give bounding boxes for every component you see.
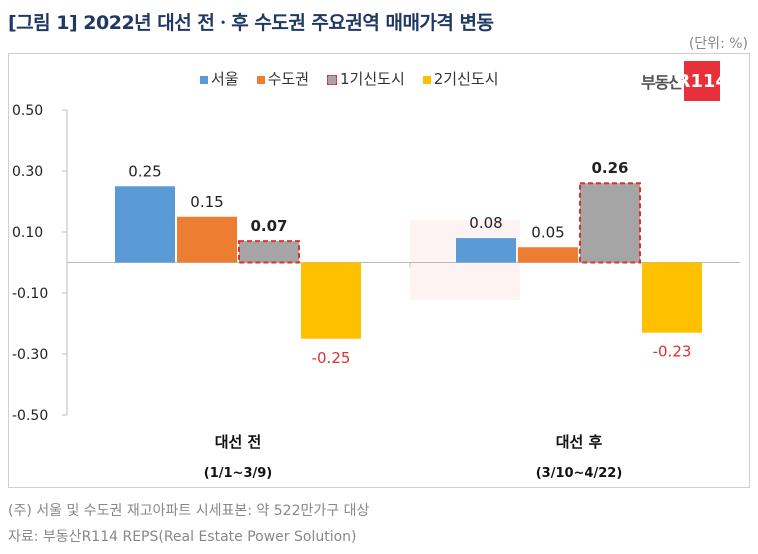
logo: 부동산 R114	[641, 61, 728, 101]
bar-1기신도시	[579, 182, 641, 264]
data-label: 0.15	[190, 193, 223, 211]
y-tick-label: -0.50	[12, 408, 48, 424]
legend-swatch	[327, 74, 338, 85]
bar-수도권	[518, 247, 578, 263]
bar-수도권	[177, 216, 237, 263]
footnote: (주) 서울 및 수도권 재고아파트 시세표본: 약 522만가구 대상	[8, 503, 370, 519]
bar-서울	[456, 238, 516, 263]
y-tick-label: 0.30	[12, 164, 43, 180]
legend-label: 서울	[211, 70, 239, 88]
legend-label: 2기신도시	[433, 70, 499, 88]
y-tick-label: -0.10	[12, 286, 48, 302]
logo-text: 부동산	[641, 73, 683, 92]
category-sublabel: (3/10~4/22)	[536, 466, 623, 481]
bar-2기신도시	[301, 262, 361, 339]
category-sublabel: (1/1~3/9)	[204, 466, 272, 481]
category-label: 대선 전	[215, 433, 262, 451]
legend: 서울 수도권 1기신도시 2기신도시	[200, 68, 499, 89]
data-label: -0.23	[653, 343, 692, 361]
chart-frame	[8, 53, 750, 488]
category-label: 대선 후	[556, 433, 603, 451]
unit-label: (단위: %)	[688, 36, 748, 52]
legend-swatch	[256, 75, 265, 84]
y-tick-label: 0.10	[12, 225, 43, 241]
legend-label: 1기신도시	[340, 70, 405, 88]
legend-item: 서울	[200, 68, 239, 89]
logo-badge: R114	[676, 61, 728, 101]
data-label: 0.26	[591, 159, 628, 177]
bar-서울	[115, 186, 175, 263]
data-label: 0.07	[250, 217, 287, 235]
legend-item: 1기신도시	[327, 68, 405, 89]
legend-swatch	[200, 75, 208, 84]
y-tick-label: 0.50	[12, 103, 43, 119]
data-label: 0.08	[469, 214, 502, 232]
y-tick-label: -0.30	[12, 347, 48, 363]
source-note: 자료: 부동산R114 REPS(Real Estate Power Solut…	[8, 529, 357, 545]
legend-item: 2기신도시	[422, 68, 499, 89]
legend-swatch	[422, 75, 431, 84]
data-label: 0.05	[531, 223, 564, 241]
data-label: -0.25	[312, 349, 351, 367]
legend-label: 수도권	[267, 70, 310, 88]
bar-1기신도시	[238, 240, 300, 264]
data-label: 0.25	[128, 162, 161, 180]
chart-title: [그림 1] 2022년 대선 전ㆍ후 수도권 주요권역 매매가격 변동	[8, 12, 494, 34]
bar-2기신도시	[642, 262, 702, 333]
legend-item: 수도권	[256, 68, 310, 89]
